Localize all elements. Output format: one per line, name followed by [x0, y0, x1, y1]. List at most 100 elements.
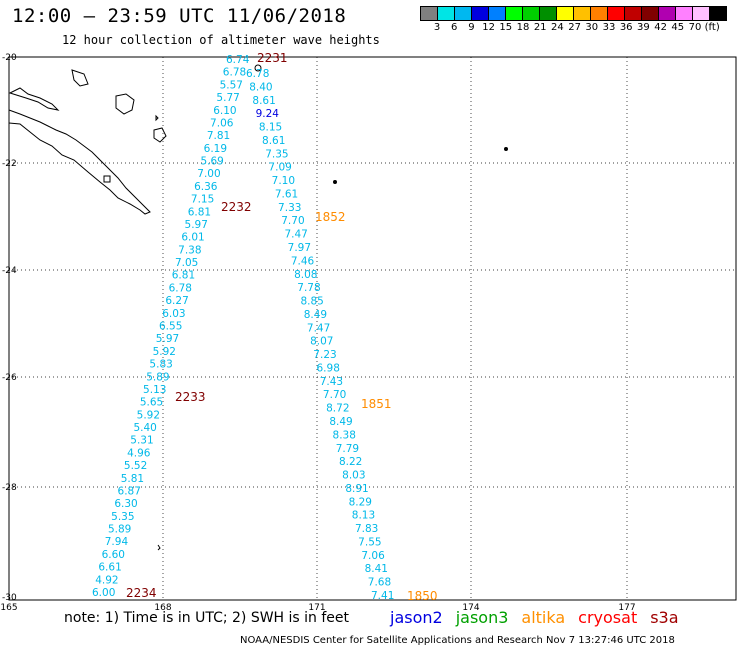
footer-note: note: 1) Time is in UTC; 2) SWH is in fe… — [64, 610, 350, 626]
island-outline-small-b — [155, 114, 159, 122]
wave-height-value: 6.74 — [226, 54, 250, 66]
wave-height-value: 6.81 — [172, 270, 195, 282]
mission-legend: jason2 jason3 altika cryosat s3a — [390, 608, 692, 627]
wave-height-value: 6.27 — [165, 295, 188, 307]
wave-height-value: 8.61 — [262, 135, 285, 147]
wave-height-value: 7.15 — [191, 194, 214, 206]
wave-height-value: 8.40 — [249, 81, 272, 93]
wave-height-value: 6.03 — [162, 308, 185, 320]
mission-altika: altika — [521, 608, 566, 627]
colorbar-label: 33 — [602, 22, 616, 33]
wave-height-value: 8.03 — [342, 470, 365, 482]
wave-height-value: 6.10 — [213, 105, 236, 117]
wave-height-value: 5.97 — [185, 219, 208, 231]
wave-height-value: 7.00 — [197, 168, 220, 180]
wave-height-value: 6.55 — [159, 321, 182, 333]
page-title: 12:00 – 23:59 UTC 11/06/2018 — [12, 5, 347, 27]
wave-height-value: 8.22 — [339, 456, 362, 468]
pass-time-label: 2231 — [257, 51, 288, 65]
wave-height-value: 6.78 — [169, 282, 192, 294]
wave-height-value: 7.09 — [268, 162, 291, 174]
axis-tick-labels: 165 168 171 174 177 -20 -22 -24 -26 -28 -30 — [0, 53, 635, 613]
wave-height-value: 6.30 — [114, 498, 137, 510]
wave-height-value: 7.81 — [207, 130, 230, 142]
wave-height-value: 7.79 — [336, 443, 359, 455]
colorbar-label: 30 — [585, 22, 599, 33]
coastline — [8, 64, 508, 551]
wave-height-value: 7.10 — [272, 175, 295, 187]
wave-height-value: 5.57 — [220, 79, 243, 91]
colorbar-label: 24 — [551, 22, 564, 33]
map-frame — [8, 56, 737, 601]
pass-time-label: 2232 — [221, 200, 252, 214]
mission-jason3: jason3 — [455, 608, 509, 627]
wave-height-value: 8.49 — [304, 309, 327, 321]
island-outline-lifou — [115, 93, 135, 115]
altimeter-track-west: 6.746.785.575.776.107.067.816.195.697.00… — [92, 54, 250, 599]
wave-height-value: 6.36 — [194, 181, 218, 193]
new-caledonia-outline — [8, 109, 151, 215]
colorbar-swatch — [709, 6, 727, 21]
wave-height-value: 9.24 — [256, 108, 280, 120]
island-dot-hunter — [504, 147, 508, 151]
colorbar-label: 27 — [568, 22, 581, 33]
longitude-label: 168 — [154, 603, 171, 613]
pass-time-label: 1851 — [361, 397, 392, 411]
wave-height-value: 6.00 — [92, 587, 115, 599]
wave-height-value: 7.70 — [323, 389, 346, 401]
pass-time-label: 2234 — [126, 586, 157, 600]
wave-height-value: 4.92 — [95, 574, 118, 586]
footer-credit: NOAA/NESDIS Center for Satellite Applica… — [240, 635, 675, 646]
latitude-label: -24 — [2, 266, 17, 276]
wave-height-value: 5.52 — [124, 460, 147, 472]
wave-height-value: 7.33 — [278, 202, 301, 214]
mission-jason2: jason2 — [390, 608, 443, 627]
mission-cryosat: cryosat — [578, 608, 638, 627]
wave-height-value: 7.47 — [284, 229, 307, 241]
wave-height-value: 6.81 — [188, 206, 211, 218]
wave-height-value: 8.29 — [349, 496, 372, 508]
mission-s3a: s3a — [650, 608, 679, 627]
colorbar-label: 15 — [499, 22, 513, 33]
wave-height-value: 7.06 — [361, 550, 385, 562]
island-outline-ouvea — [71, 69, 89, 87]
colorbar-label: 39 — [637, 22, 650, 33]
colorbar-label: (ft) — [704, 22, 720, 33]
wave-height-value: 7.46 — [291, 255, 315, 267]
wave-height-value: 7.05 — [175, 257, 198, 269]
wave-height-value: 6.19 — [204, 143, 227, 155]
pass-time-labels: 2231 2232 2233 2234 1852 1851 1850 — [126, 51, 438, 603]
latitude-label: -30 — [2, 593, 17, 603]
latitude-label: -26 — [2, 373, 17, 383]
wave-height-value: 6.61 — [98, 562, 121, 574]
colorbar-label: 18 — [516, 22, 530, 33]
island-outline-small-c — [157, 544, 161, 551]
wave-height-value: 5.92 — [153, 346, 176, 358]
colorbar-label: 6 — [451, 22, 458, 33]
wave-height-value: 8.38 — [333, 429, 356, 441]
wave-height-value: 5.77 — [216, 92, 239, 104]
wave-height-value: 7.38 — [178, 244, 201, 256]
wave-height-value: 7.83 — [355, 523, 378, 535]
wave-height-value: 5.65 — [140, 397, 163, 409]
wave-height-value: 5.97 — [156, 333, 179, 345]
wave-height-value: 8.72 — [326, 403, 349, 415]
wave-height-value: 5.92 — [137, 409, 160, 421]
wave-height-value: 7.55 — [358, 536, 381, 548]
island-outline-matthew — [254, 64, 262, 72]
colorbar-label: 70 — [688, 22, 702, 33]
wave-height-value: 6.87 — [118, 485, 141, 497]
wave-height-value: 7.61 — [275, 188, 298, 200]
colorbar-label: 3 — [433, 22, 441, 33]
longitude-label: 174 — [462, 603, 479, 613]
wave-height-value: 5.35 — [111, 511, 134, 523]
wave-height-value: 6.01 — [181, 232, 204, 244]
longitude-label: 171 — [308, 603, 325, 613]
wave-height-value: 7.06 — [210, 117, 234, 129]
island-outline-mare — [153, 127, 167, 143]
wave-height-value: 7.78 — [297, 282, 320, 294]
wave-height-value: 5.13 — [143, 384, 166, 396]
wave-height-value: 5.69 — [200, 156, 223, 168]
wave-height-value: 6.78 — [223, 67, 246, 79]
latitude-label: -28 — [2, 483, 17, 493]
